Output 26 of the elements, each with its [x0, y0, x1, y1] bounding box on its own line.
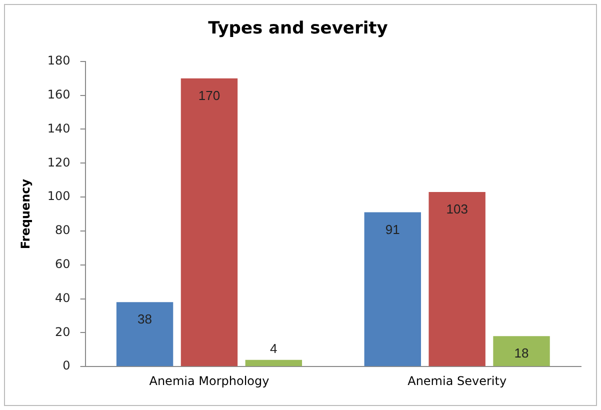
data-label: 4: [270, 340, 278, 356]
y-tick-label: 0: [62, 358, 70, 373]
x-tick-label: Anemia Severity: [408, 374, 507, 388]
bar: [364, 212, 421, 366]
y-tick-label: 60: [55, 256, 70, 271]
bar: [428, 192, 486, 366]
y-tick-label: 120: [47, 155, 70, 170]
y-tick-label: 180: [47, 54, 70, 68]
y-axis-title: Frequency: [18, 178, 32, 250]
y-tick-label: 100: [47, 189, 70, 204]
y-tick-label: 40: [55, 290, 70, 305]
y-tick-label: 80: [55, 223, 70, 238]
y-tick-label: 140: [47, 121, 70, 136]
x-tick-label: Anemia Morphology: [149, 374, 270, 388]
data-label: 170: [198, 88, 220, 103]
bar: [116, 302, 174, 366]
bar: [245, 360, 302, 366]
y-tick-label: 20: [55, 324, 70, 339]
bar: [493, 336, 550, 366]
data-label: 18: [514, 346, 529, 361]
data-label: 38: [138, 312, 152, 327]
y-tick-label: 160: [47, 87, 70, 102]
data-label: 91: [385, 222, 400, 237]
chart-title: Types and severity: [208, 18, 388, 39]
bar: [180, 78, 238, 366]
data-label: 103: [446, 202, 468, 217]
